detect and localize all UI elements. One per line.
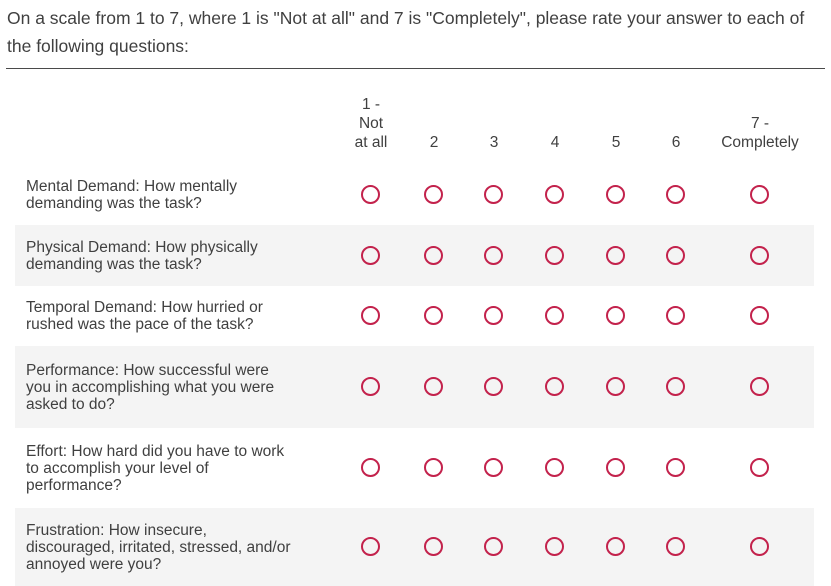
radio-option-5[interactable] [606, 245, 626, 265]
radio-option-2[interactable] [424, 245, 444, 265]
column-header-line: 4 [550, 134, 560, 151]
radio-option-3[interactable] [484, 537, 504, 557]
radio-option-7[interactable] [750, 537, 770, 557]
row-label-line: Physical Demand: How physically [26, 239, 258, 256]
column-header-text: 3 [490, 133, 499, 152]
radio-option-1[interactable] [361, 377, 381, 397]
row-label-line: performance? [26, 477, 122, 494]
question-row: Performance: How successful were you in a… [15, 346, 814, 428]
radio-option-7[interactable] [750, 184, 770, 204]
radio-option-2[interactable] [424, 458, 444, 478]
column-header-line: at all [354, 134, 388, 151]
column-header-text: 7 - Completely [721, 114, 799, 152]
column-header-text: 2 [430, 133, 439, 152]
radio-option-4[interactable] [545, 537, 565, 557]
row-label-line: rushed was the pace of the task? [26, 316, 254, 333]
row-label: Temporal Demand: How hurried or rushed wa… [26, 299, 336, 333]
column-header-line: 1 - [361, 96, 381, 113]
radio-option-4[interactable] [545, 458, 565, 478]
radio-option-4[interactable] [545, 306, 565, 326]
column-header-line: Completely [721, 134, 799, 151]
radio-option-1[interactable] [361, 537, 381, 557]
radio-option-2[interactable] [424, 377, 444, 397]
column-header-text: 1 - Not at all [355, 95, 388, 152]
row-label: Performance: How successful were you in a… [26, 362, 336, 413]
question-row: Temporal Demand: How hurried or rushed wa… [15, 286, 814, 346]
row-label-line: demanding was the task? [26, 256, 202, 273]
radio-option-7[interactable] [750, 245, 770, 265]
row-label-line: Mental Demand: How mentally [26, 178, 238, 195]
radio-option-5[interactable] [606, 377, 626, 397]
radio-option-7[interactable] [750, 306, 770, 326]
radio-option-4[interactable] [545, 377, 565, 397]
radio-option-4[interactable] [545, 245, 565, 265]
radio-option-5[interactable] [606, 458, 626, 478]
row-label-line: you in accomplishing what you were [26, 379, 275, 396]
column-header-line: 2 [429, 134, 439, 151]
radio-option-6[interactable] [666, 458, 686, 478]
radio-option-3[interactable] [484, 184, 504, 204]
column-header-text: 6 [672, 133, 681, 152]
radio-option-1[interactable] [361, 184, 381, 204]
question-row: Frustration: How insecure, discouraged, i… [15, 508, 814, 586]
column-header-2: 2 [414, 90, 454, 152]
radio-option-3[interactable] [484, 245, 504, 265]
column-header-6: 6 [656, 90, 696, 152]
column-header-line: Not [358, 115, 384, 132]
row-label: Effort: How hard did you have to work to … [26, 443, 336, 494]
question-row: Effort: How hard did you have to work to … [15, 428, 814, 508]
row-label-line: Performance: How successful were [26, 362, 269, 379]
row-label-line: asked to do? [26, 396, 115, 413]
row-label-line: to accomplish your level of [26, 460, 209, 477]
column-header-3: 3 [474, 90, 514, 152]
row-label: Frustration: How insecure, discouraged, i… [26, 522, 336, 573]
radio-option-3[interactable] [484, 377, 504, 397]
column-header-line: 6 [671, 134, 681, 151]
row-label-line: discouraged, irritated, stressed, and/or [26, 539, 291, 556]
radio-option-2[interactable] [424, 537, 444, 557]
row-label-line: Effort: How hard did you have to work [26, 443, 285, 460]
radio-option-6[interactable] [666, 537, 686, 557]
radio-option-2[interactable] [424, 306, 444, 326]
radio-option-6[interactable] [666, 245, 686, 265]
row-label: Mental Demand: How mentally demanding was… [26, 178, 336, 212]
radio-option-6[interactable] [666, 184, 686, 204]
radio-option-5[interactable] [606, 184, 626, 204]
column-header-line: 5 [611, 134, 621, 151]
column-header-4: 4 [535, 90, 575, 152]
radio-option-7[interactable] [750, 458, 770, 478]
radio-option-6[interactable] [666, 377, 686, 397]
radio-option-3[interactable] [484, 458, 504, 478]
radio-option-1[interactable] [361, 306, 381, 326]
radio-option-2[interactable] [424, 184, 444, 204]
column-header-text: 4 [551, 133, 560, 152]
column-header-line: 3 [489, 134, 499, 151]
radio-option-1[interactable] [361, 458, 381, 478]
row-label-line: Temporal Demand: How hurried or [26, 299, 263, 316]
question-divider [6, 68, 825, 69]
row-label-line: Frustration: How insecure, [26, 522, 207, 539]
row-label: Physical Demand: How physically demanding… [26, 239, 336, 273]
radio-option-5[interactable] [606, 537, 626, 557]
column-header-7: 7 - Completely [710, 90, 810, 152]
column-header-5: 5 [596, 90, 636, 152]
radio-option-5[interactable] [606, 306, 626, 326]
question-row: Physical Demand: How physically demanding… [15, 225, 814, 286]
radio-option-4[interactable] [545, 184, 565, 204]
row-label-line: annoyed were you? [26, 556, 162, 573]
radio-option-7[interactable] [750, 377, 770, 397]
column-header-text: 5 [612, 133, 621, 152]
radio-option-3[interactable] [484, 306, 504, 326]
column-header-line: 7 - [750, 115, 770, 132]
question-row: Mental Demand: How mentally demanding was… [15, 164, 814, 225]
column-header-1: 1 - Not at all [341, 90, 401, 152]
radio-option-6[interactable] [666, 306, 686, 326]
question-text: On a scale from 1 to 7, where 1 is "Not … [7, 8, 805, 56]
radio-option-1[interactable] [361, 245, 381, 265]
row-label-line: demanding was the task? [26, 195, 202, 212]
